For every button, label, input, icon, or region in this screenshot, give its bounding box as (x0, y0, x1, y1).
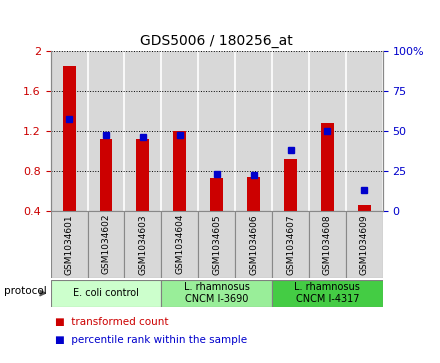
Bar (321, 123, 334, 211)
Bar (173, 131, 186, 211)
Bar (235, 211, 272, 278)
Bar (346, 211, 383, 278)
Bar (62, 66, 76, 211)
Text: L. rhamnosus
CNCM I-3690: L. rhamnosus CNCM I-3690 (184, 282, 249, 304)
Text: GSM1034601: GSM1034601 (65, 214, 73, 274)
Text: ■  percentile rank within the sample: ■ percentile rank within the sample (55, 335, 247, 345)
Bar (51, 211, 88, 278)
Text: GSM1034603: GSM1034603 (138, 214, 147, 274)
Bar (247, 176, 260, 211)
Text: GSM1034606: GSM1034606 (249, 214, 258, 274)
Text: GSM1034608: GSM1034608 (323, 214, 332, 274)
Text: L. rhamnosus
CNCM I-4317: L. rhamnosus CNCM I-4317 (294, 282, 360, 304)
Bar (284, 159, 297, 211)
Bar (198, 211, 235, 278)
Bar (125, 211, 161, 278)
Bar (358, 205, 371, 211)
Text: GSM1034607: GSM1034607 (286, 214, 295, 274)
Text: GSM1034609: GSM1034609 (360, 214, 369, 274)
Bar (99, 139, 113, 211)
Bar (272, 280, 383, 307)
Bar (272, 211, 309, 278)
Text: protocol: protocol (4, 286, 47, 296)
Text: GSM1034602: GSM1034602 (102, 214, 110, 274)
Bar (161, 280, 272, 307)
Bar (161, 211, 198, 278)
Bar (51, 280, 161, 307)
Bar (136, 139, 149, 211)
Text: E. coli control: E. coli control (73, 288, 139, 298)
Title: GDS5006 / 180256_at: GDS5006 / 180256_at (140, 34, 293, 48)
Bar (309, 211, 346, 278)
Bar (88, 211, 125, 278)
Text: ■  transformed count: ■ transformed count (55, 317, 169, 327)
Bar (210, 178, 223, 211)
Text: GSM1034604: GSM1034604 (175, 214, 184, 274)
Text: GSM1034605: GSM1034605 (212, 214, 221, 274)
